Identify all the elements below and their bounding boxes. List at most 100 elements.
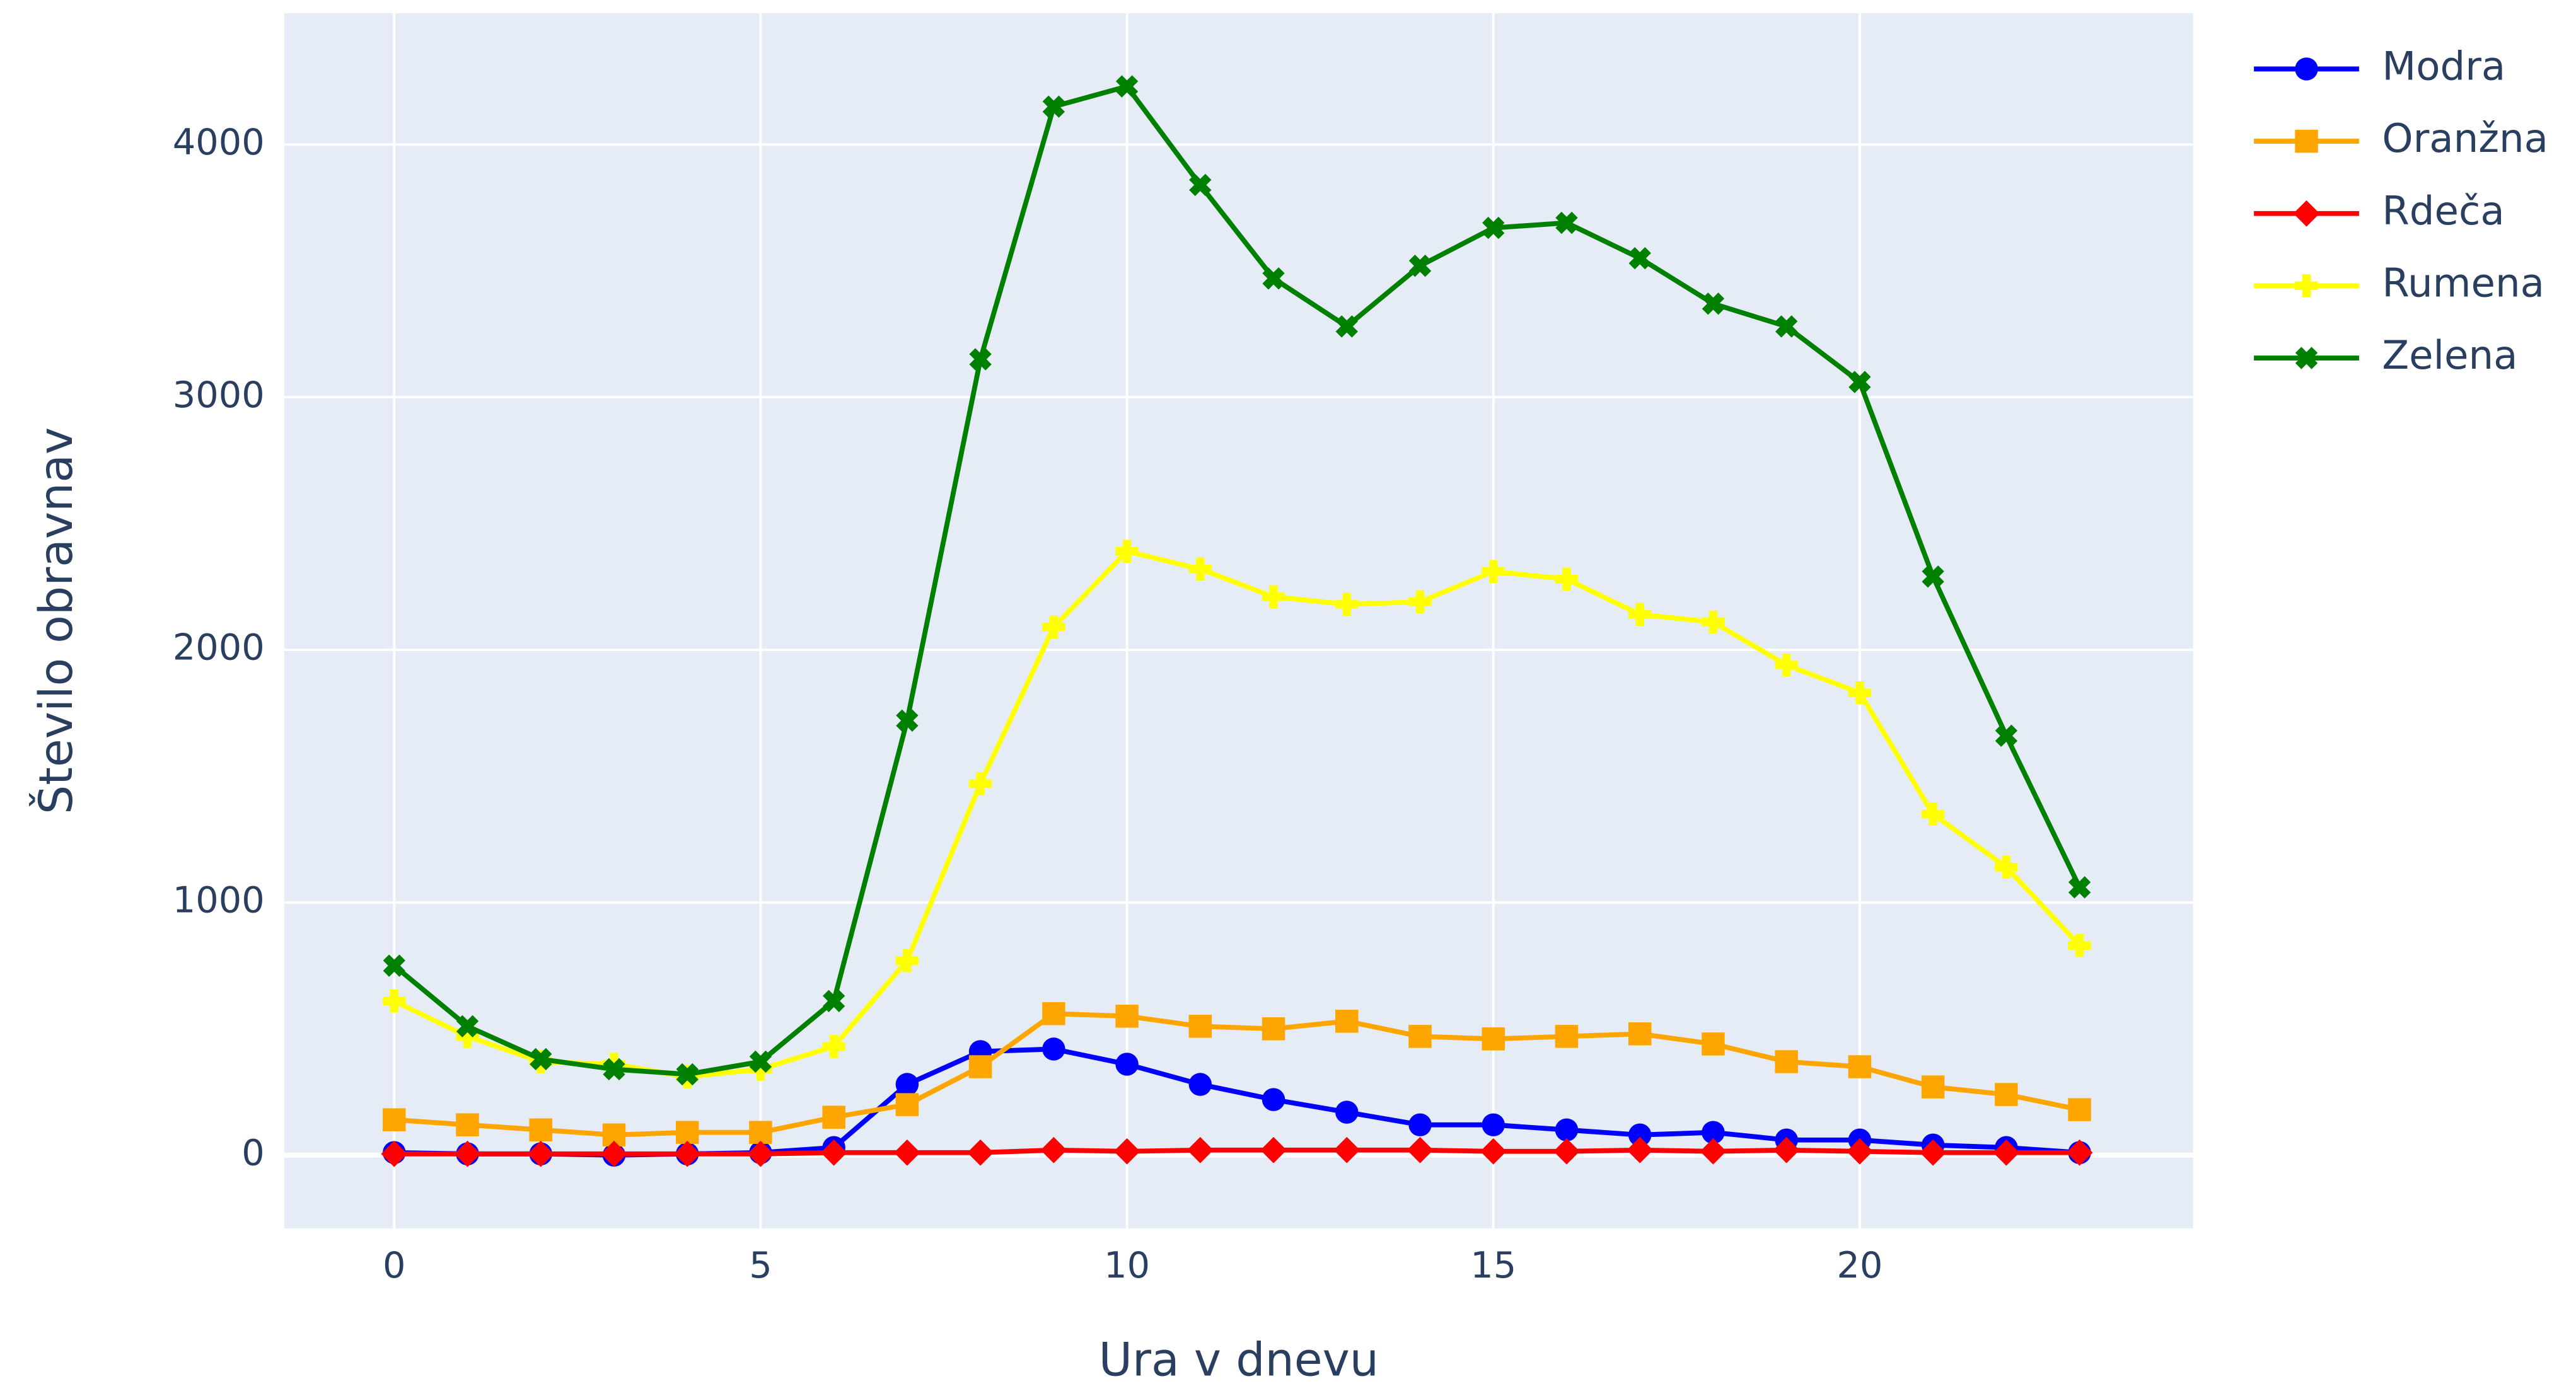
marker [1921,802,1945,826]
marker [1042,615,1065,639]
marker [1848,1055,1872,1078]
marker [2068,1098,2091,1121]
marker [1482,1027,1505,1051]
marker [1189,173,1212,197]
marker [1702,1032,1725,1056]
marker [1847,1138,1873,1165]
marker [529,1118,552,1141]
x-tick-label: 20 [1836,1244,1883,1286]
marker [749,1121,772,1144]
marker [1848,681,1872,705]
marker [2068,933,2091,957]
marker [1408,590,1432,614]
marker [1702,1121,1725,1144]
marker [2068,876,2091,899]
marker [2066,1139,2093,1166]
x-tick-label: 10 [1104,1244,1150,1286]
y-tick-label: 0 [241,1131,264,1174]
marker [1702,292,1725,315]
marker [454,1140,481,1167]
marker [1628,1123,1652,1146]
marker [1848,371,1871,393]
marker [527,1140,554,1167]
marker [1553,1138,1580,1165]
marker [456,1113,479,1136]
marker [1482,560,1505,584]
marker [383,954,405,977]
marker [1995,1083,2018,1106]
marker [1482,216,1505,240]
marker [1115,1005,1139,1028]
marker [1993,1139,2020,1166]
marker [1775,1050,1798,1073]
marker [967,1139,994,1166]
marker [895,1073,919,1096]
marker [1555,1025,1579,1048]
y-tick-label: 1000 [173,879,265,921]
marker [1921,1075,1945,1099]
series-line [392,84,2082,1077]
marker [603,1058,625,1081]
marker [1188,1073,1212,1096]
marker [1482,1113,1505,1136]
marker [1188,557,1212,581]
marker [968,1055,992,1078]
marker [822,990,845,1012]
marker [1262,1088,1285,1111]
marker [1335,1100,1359,1124]
marker [1408,1113,1432,1136]
marker [1775,315,1798,338]
marker [381,1140,408,1167]
marker [530,1048,552,1071]
marker [1555,567,1579,591]
marker [968,772,992,795]
marker [1628,603,1652,626]
legend-marker [2295,274,2318,297]
legend-label: Rumena [2382,260,2544,306]
series-line [394,1011,2080,1138]
marker [1115,1053,1139,1076]
legend-marker [2293,200,2320,227]
marker [1113,1138,1140,1165]
legend-label: Rdeča [2382,188,2504,234]
y-axis-title: Število obravnav [29,427,83,814]
marker [1335,592,1359,616]
marker [456,1025,479,1048]
marker [1408,255,1432,277]
marker [896,709,919,732]
marker [1920,1139,1946,1166]
marker [1922,565,1944,588]
marker [1335,315,1358,338]
legend-marker [2295,57,2318,81]
marker [674,1140,701,1167]
marker [383,990,406,1013]
marker [1775,653,1798,677]
marker [1335,1010,1359,1033]
marker [456,1015,479,1038]
marker [1115,75,1139,98]
marker [969,348,992,371]
marker [1555,211,1578,234]
marker [601,1140,627,1167]
legend-label: Modra [2382,43,2505,89]
y-tick-label: 3000 [173,374,265,416]
marker [383,1108,406,1131]
marker [1042,95,1065,118]
legend-label: Zelena [2382,332,2517,378]
marker [895,949,919,973]
marker [749,1058,772,1081]
marker [1628,1022,1652,1046]
marker [1702,610,1725,634]
marker [676,1063,699,1086]
marker [1042,1037,1065,1061]
marker [1262,1017,1285,1041]
marker [1995,724,2018,747]
x-tick-label: 5 [749,1244,772,1286]
marker [1408,1025,1432,1048]
marker [1700,1138,1727,1165]
marker [822,1035,845,1058]
marker [1628,247,1651,270]
marker [1262,267,1285,290]
